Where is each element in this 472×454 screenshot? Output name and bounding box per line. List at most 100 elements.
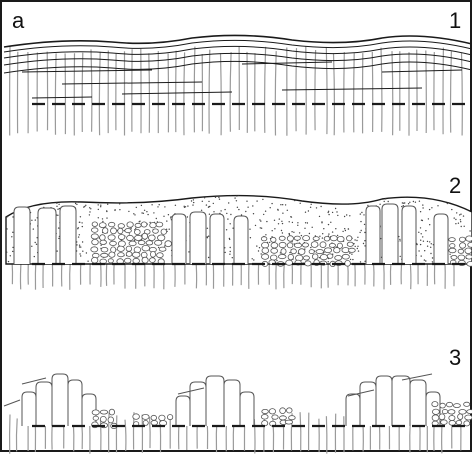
stipple-dot: [408, 203, 409, 204]
stipple-dot: [422, 220, 423, 221]
stipple-dot: [413, 201, 414, 202]
pebble: [271, 248, 278, 253]
stipple-dot: [106, 217, 107, 218]
stipple-dot: [358, 250, 359, 251]
pebble: [453, 404, 460, 408]
stipple-dot: [420, 227, 421, 228]
stipple-dot: [451, 209, 452, 210]
stipple-dot: [76, 244, 77, 245]
stipple-dot: [421, 233, 422, 234]
stipple-dot: [220, 210, 221, 211]
stipple-dot: [420, 244, 421, 245]
pebble: [460, 243, 466, 249]
stipple-dot: [230, 251, 231, 252]
stipple-dot: [360, 221, 361, 222]
stipple-dot: [12, 247, 13, 248]
stipple-dot: [100, 206, 101, 207]
sediment-column: [36, 382, 52, 426]
stipple-dot: [431, 207, 432, 208]
stipple-dot: [56, 194, 57, 195]
pebble: [279, 416, 286, 420]
pebble: [93, 416, 98, 420]
pebble: [262, 254, 269, 259]
stipple-dot: [106, 211, 107, 212]
stipple-dot: [424, 250, 425, 251]
stipple-dot: [204, 197, 205, 198]
stipple-dot: [310, 247, 311, 248]
plant-stem: [462, 53, 463, 136]
pebble: [148, 235, 155, 241]
sediment-column: [176, 396, 190, 426]
pebble: [313, 237, 319, 241]
plant-stem: [91, 49, 92, 131]
stipple-dot: [6, 252, 7, 253]
sediment-column: [434, 214, 448, 264]
stipple-dot: [164, 206, 165, 207]
stipple-dot: [282, 232, 283, 233]
pebble: [450, 244, 455, 248]
pebble: [287, 243, 293, 248]
stipple-dot: [399, 239, 400, 240]
stipple-dot: [278, 223, 279, 224]
stipple-dot: [58, 204, 59, 205]
stipple-dot: [205, 194, 206, 195]
pebble: [279, 242, 286, 247]
stipple-dot: [256, 200, 257, 201]
stipple-dot: [210, 193, 211, 194]
stipple-dot: [438, 192, 439, 193]
pebble: [100, 240, 107, 244]
stipple-dot: [79, 245, 80, 246]
pebble: [146, 241, 153, 245]
stipple-dot: [255, 225, 256, 226]
pebble: [159, 415, 165, 421]
stipple-dot: [85, 205, 86, 206]
pebble: [110, 241, 117, 245]
pebble: [109, 252, 115, 257]
stipple-dot: [259, 247, 260, 248]
plant-stem: [300, 412, 301, 451]
stipple-dot: [282, 204, 283, 205]
stipple-dot: [201, 210, 202, 211]
stipple-dot: [342, 231, 343, 232]
stipple-dot: [357, 248, 358, 249]
stipple-dot: [100, 245, 101, 246]
sediment-column: [402, 206, 416, 264]
stipple-dot: [328, 261, 329, 262]
pebble: [320, 242, 326, 248]
pebble: [158, 235, 165, 241]
stipple-dot: [430, 253, 431, 254]
stipple-dot: [330, 222, 331, 223]
stipple-dot: [144, 210, 145, 211]
pebble: [134, 229, 140, 234]
stipple-dot: [188, 251, 189, 252]
stipple-dot: [422, 204, 423, 205]
stipple-dot: [290, 216, 291, 217]
stipple-dot: [56, 203, 57, 204]
stipple-dot: [193, 202, 194, 203]
stipple-dot: [444, 196, 445, 197]
plant-stem: [264, 414, 265, 452]
stipple-dot: [352, 195, 353, 196]
stipple-dot: [65, 197, 66, 198]
stipple-dot: [207, 236, 208, 237]
pebble: [334, 248, 340, 253]
pebble: [262, 248, 269, 254]
stipple-dot: [280, 204, 281, 205]
pebble: [324, 248, 331, 253]
stipple-dot: [80, 216, 81, 217]
stipple-dot: [9, 205, 10, 206]
stipple-dot: [141, 192, 142, 193]
stipple-dot: [360, 261, 361, 262]
stipple-dot: [207, 228, 208, 229]
stipple-dot: [82, 251, 83, 252]
stipple-dot: [312, 227, 313, 228]
pebble: [134, 247, 141, 253]
stipple-dot: [402, 202, 403, 203]
stipple-dot: [163, 216, 164, 217]
pebble: [465, 415, 472, 420]
stipple-dot: [447, 203, 448, 204]
pebble: [108, 417, 114, 423]
stipple-dot: [425, 260, 426, 261]
stipple-dot: [363, 243, 364, 244]
stipple-dot: [399, 240, 400, 241]
